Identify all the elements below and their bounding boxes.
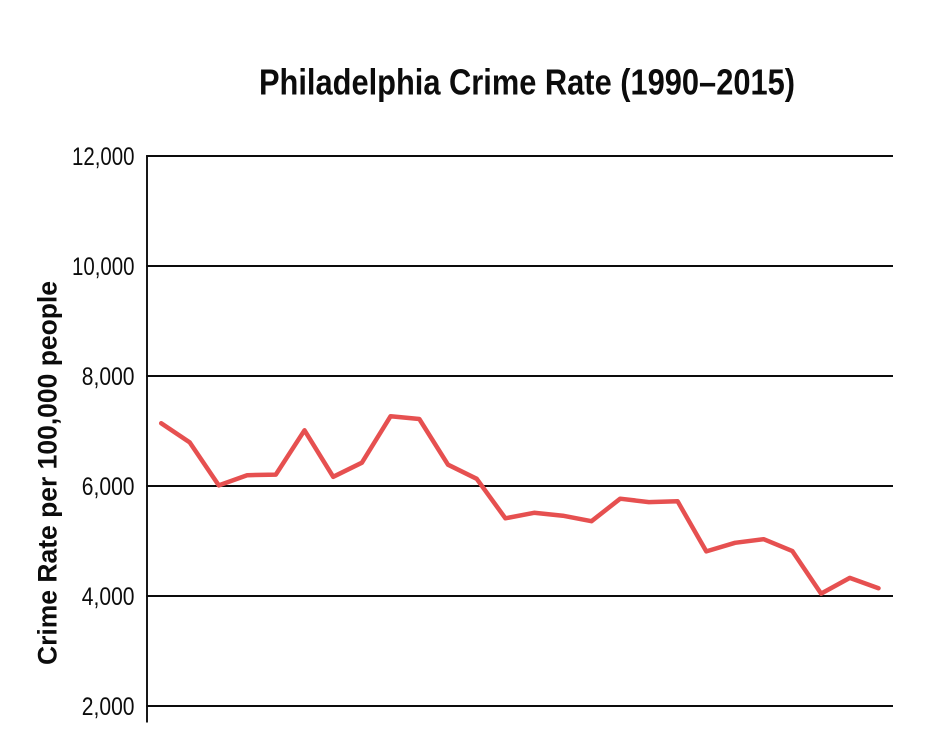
- svg-text:6,000: 6,000: [82, 473, 135, 501]
- svg-text:12,000: 12,000: [72, 143, 135, 171]
- svg-text:10,000: 10,000: [72, 253, 135, 281]
- svg-text:2,000: 2,000: [82, 693, 135, 721]
- svg-text:Crime Rate per 100,000 people: Crime Rate per 100,000 people: [33, 281, 63, 665]
- svg-text:8,000: 8,000: [82, 363, 135, 391]
- svg-text:4,000: 4,000: [82, 583, 135, 611]
- svg-text:Philadelphia Crime Rate (1990–: Philadelphia Crime Rate (1990–2015): [259, 62, 795, 103]
